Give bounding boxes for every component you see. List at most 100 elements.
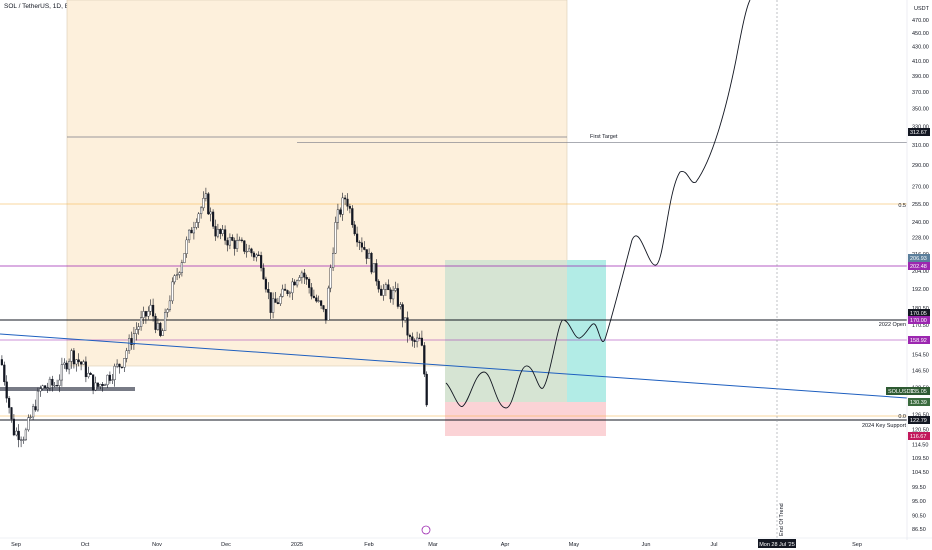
candles-layer bbox=[0, 187, 428, 448]
candle bbox=[190, 229, 193, 234]
candle bbox=[296, 280, 299, 286]
candle bbox=[404, 317, 407, 321]
candle bbox=[303, 272, 306, 278]
background-layer bbox=[0, 0, 907, 436]
candle bbox=[372, 263, 375, 273]
candle bbox=[63, 362, 66, 365]
candle bbox=[425, 373, 428, 406]
candle bbox=[291, 281, 294, 294]
candle bbox=[15, 430, 18, 436]
candle bbox=[103, 384, 107, 386]
price-tag: 202.48 bbox=[910, 264, 927, 270]
candle bbox=[159, 322, 162, 336]
candle bbox=[202, 198, 205, 209]
price-tick-label: 192.00 bbox=[912, 287, 929, 293]
candle bbox=[221, 229, 224, 234]
candle bbox=[180, 262, 183, 273]
candle bbox=[209, 211, 212, 215]
price-tick-label: 255.00 bbox=[912, 202, 929, 208]
candle bbox=[24, 429, 27, 440]
price-tick-label: 170.50 bbox=[912, 323, 929, 329]
candle bbox=[351, 208, 354, 226]
candle bbox=[75, 359, 78, 365]
candle bbox=[322, 305, 325, 310]
time-tick-label: May bbox=[569, 542, 580, 548]
price-tag: 170.05 bbox=[910, 311, 927, 317]
candle bbox=[293, 281, 296, 286]
price-tick-label: 310.00 bbox=[912, 143, 929, 149]
time-tick-label: Sep bbox=[11, 542, 21, 548]
time-tick-label: 2025 bbox=[291, 542, 303, 548]
candle bbox=[89, 372, 92, 375]
candle bbox=[53, 385, 56, 387]
price-tick-label: 180.50 bbox=[912, 306, 929, 312]
price-tag: 122.79 bbox=[910, 418, 927, 424]
date-tag-bg bbox=[758, 539, 796, 548]
candle bbox=[67, 361, 71, 370]
candle bbox=[22, 439, 25, 441]
descending-trendline bbox=[0, 333, 908, 399]
price-tag-bg bbox=[908, 387, 930, 395]
date-tag: Mon 28 Jul '25 bbox=[759, 542, 795, 548]
candle bbox=[231, 237, 234, 241]
candle bbox=[240, 239, 243, 241]
fib-05-label: 0.5 bbox=[898, 203, 906, 209]
candle bbox=[82, 361, 85, 365]
candle bbox=[401, 304, 404, 321]
candle bbox=[394, 288, 397, 291]
candle bbox=[243, 240, 246, 252]
candle bbox=[32, 406, 35, 418]
candle bbox=[163, 312, 167, 331]
candle bbox=[406, 317, 409, 336]
candle bbox=[392, 290, 395, 300]
candle bbox=[279, 296, 282, 305]
open-2022-label: 2022 Open bbox=[879, 322, 906, 328]
candle bbox=[48, 378, 51, 389]
candle bbox=[329, 267, 332, 289]
price-tick-label: 204.00 bbox=[912, 269, 929, 275]
price-tick-label: 390.00 bbox=[912, 74, 929, 80]
candle bbox=[365, 249, 368, 259]
candle bbox=[175, 274, 179, 276]
candle bbox=[187, 229, 191, 241]
candle bbox=[108, 374, 111, 381]
first-target-label: First Target bbox=[590, 134, 618, 140]
candle bbox=[274, 298, 277, 303]
candle bbox=[3, 364, 6, 383]
candle bbox=[353, 224, 356, 235]
price-tag-bg bbox=[908, 262, 930, 270]
candle bbox=[84, 361, 87, 378]
key-support-label: 2024 Key Support bbox=[862, 423, 907, 429]
price-tick-label: 109.50 bbox=[912, 456, 929, 462]
candle bbox=[336, 209, 339, 223]
candle bbox=[192, 227, 195, 234]
candle bbox=[166, 309, 169, 313]
candle bbox=[250, 248, 253, 254]
price-tick-label: 330.00 bbox=[912, 124, 929, 130]
candle bbox=[101, 384, 104, 386]
candle bbox=[233, 240, 236, 249]
price-tag-bg bbox=[908, 128, 930, 136]
price-tick-label: 154.50 bbox=[912, 353, 929, 359]
candle bbox=[132, 333, 135, 345]
end-of-trend-label: End Of Trend bbox=[779, 503, 785, 536]
candle bbox=[20, 439, 23, 441]
price-tag-bg bbox=[908, 336, 930, 344]
candle bbox=[151, 304, 155, 317]
candle bbox=[72, 350, 75, 365]
candle bbox=[171, 281, 174, 302]
symbol-tag-bg bbox=[886, 387, 908, 395]
price-tick-label: 370.00 bbox=[912, 90, 929, 96]
time-tick-label: Oct bbox=[81, 542, 90, 548]
time-tick-label: Mar bbox=[428, 542, 438, 548]
time-tick-label: Nov bbox=[152, 542, 162, 548]
candle bbox=[214, 226, 217, 237]
candle bbox=[247, 248, 251, 252]
price-tick-label: 470.00 bbox=[912, 18, 929, 24]
candle bbox=[211, 211, 215, 227]
projection-path bbox=[445, 0, 751, 409]
price-tag-bg bbox=[908, 432, 930, 440]
candle bbox=[51, 378, 54, 386]
